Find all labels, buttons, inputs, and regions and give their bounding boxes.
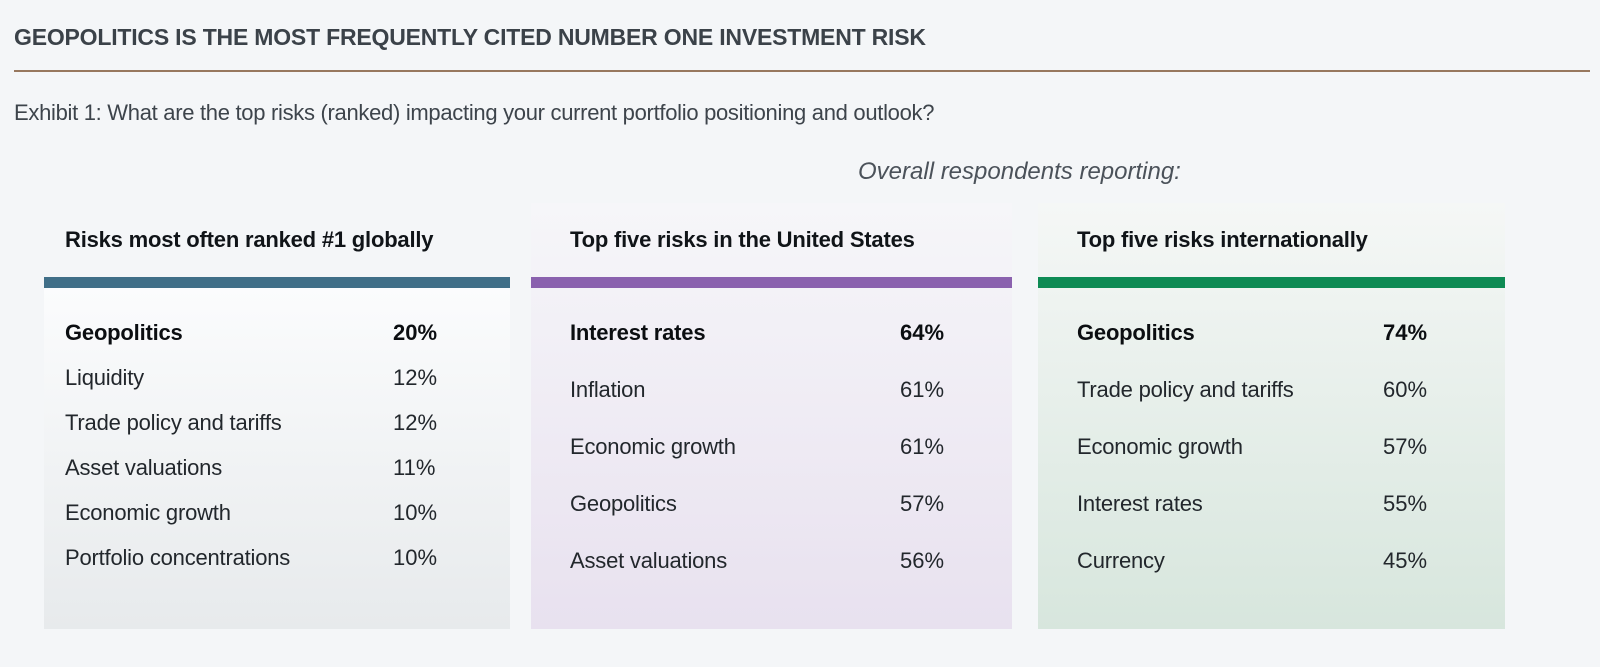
risk-label: Economic growth (1077, 433, 1243, 459)
risk-value: 74% (1383, 319, 1428, 345)
risk-row: Economic growth 10% (44, 490, 510, 535)
risk-row: Interest rates 64% (531, 304, 1012, 361)
panel-background (1038, 203, 1505, 629)
risk-label: Economic growth (570, 433, 736, 459)
risk-row: Currency 45% (1038, 532, 1505, 589)
title-divider (14, 70, 1590, 72)
risk-label: Trade policy and tariffs (1077, 376, 1294, 402)
risk-value: 55% (1383, 490, 1428, 516)
risk-label: Interest rates (570, 319, 706, 345)
risk-label: Inflation (570, 376, 646, 402)
accent-bar (1038, 277, 1505, 288)
risk-column-international: Top five risks internationally Geopoliti… (1038, 203, 1505, 629)
risk-label: Portfolio concentrations (65, 544, 291, 570)
risk-label: Asset valuations (65, 454, 222, 480)
risk-row: Economic growth 57% (1038, 418, 1505, 475)
risk-row: Economic growth 61% (531, 418, 1012, 475)
risk-list: Geopolitics 20% Liquidity 12% Trade poli… (44, 310, 510, 580)
risk-label: Geopolitics (65, 319, 183, 345)
risk-row: Liquidity 12% (44, 355, 510, 400)
panel-background (531, 203, 1012, 629)
column-heading: Top five risks in the United States (570, 227, 915, 252)
risk-row: Asset valuations 56% (531, 532, 1012, 589)
risk-row: Geopolitics 57% (531, 475, 1012, 532)
risk-value: 11% (393, 454, 436, 480)
risk-column-global: Risks most often ranked #1 globally Geop… (44, 203, 510, 629)
risk-label: Geopolitics (1077, 319, 1195, 345)
risk-row: Portfolio concentrations 10% (44, 535, 510, 580)
risk-label: Interest rates (1077, 490, 1203, 516)
risk-label: Currency (1077, 547, 1165, 573)
risk-value: 61% (900, 376, 945, 402)
column-heading: Risks most often ranked #1 globally (65, 227, 434, 252)
risk-row: Interest rates 55% (1038, 475, 1505, 532)
page-title: GEOPOLITICS IS THE MOST FREQUENTLY CITED… (14, 24, 926, 50)
risk-column-united-states: Top five risks in the United States Inte… (531, 203, 1012, 629)
accent-bar (531, 277, 1012, 288)
risk-row: Trade policy and tariffs 12% (44, 400, 510, 445)
risk-label: Liquidity (65, 364, 144, 390)
risk-value: 56% (900, 547, 945, 573)
exhibit-caption: Exhibit 1: What are the top risks (ranke… (14, 100, 935, 125)
risk-value: 12% (393, 409, 438, 435)
risk-value: 10% (393, 544, 438, 570)
column-heading: Top five risks internationally (1077, 227, 1368, 252)
annotation-overall-respondents: Overall respondents reporting: (858, 158, 1181, 185)
accent-bar (44, 277, 510, 288)
risk-label: Asset valuations (570, 547, 727, 573)
risk-row: Asset valuations 11% (44, 445, 510, 490)
risk-value: 61% (900, 433, 945, 459)
risk-value: 60% (1383, 376, 1428, 402)
risk-row: Geopolitics 20% (44, 310, 510, 355)
risk-value: 57% (900, 490, 945, 516)
risk-value: 45% (1383, 547, 1428, 573)
risk-label: Geopolitics (570, 490, 677, 516)
risk-value: 64% (900, 319, 945, 345)
risk-value: 57% (1383, 433, 1428, 459)
panel-background (44, 288, 510, 629)
risk-list: Interest rates 64% Inflation 61% Economi… (531, 304, 1012, 589)
risk-label: Trade policy and tariffs (65, 409, 282, 435)
risk-value: 10% (393, 499, 438, 525)
risk-value: 12% (393, 364, 438, 390)
risk-label: Economic growth (65, 499, 231, 525)
risk-row: Geopolitics 74% (1038, 304, 1505, 361)
risk-row: Trade policy and tariffs 60% (1038, 361, 1505, 418)
risk-list: Geopolitics 74% Trade policy and tariffs… (1038, 304, 1505, 589)
risk-value: 20% (393, 319, 438, 345)
risk-row: Inflation 61% (531, 361, 1012, 418)
